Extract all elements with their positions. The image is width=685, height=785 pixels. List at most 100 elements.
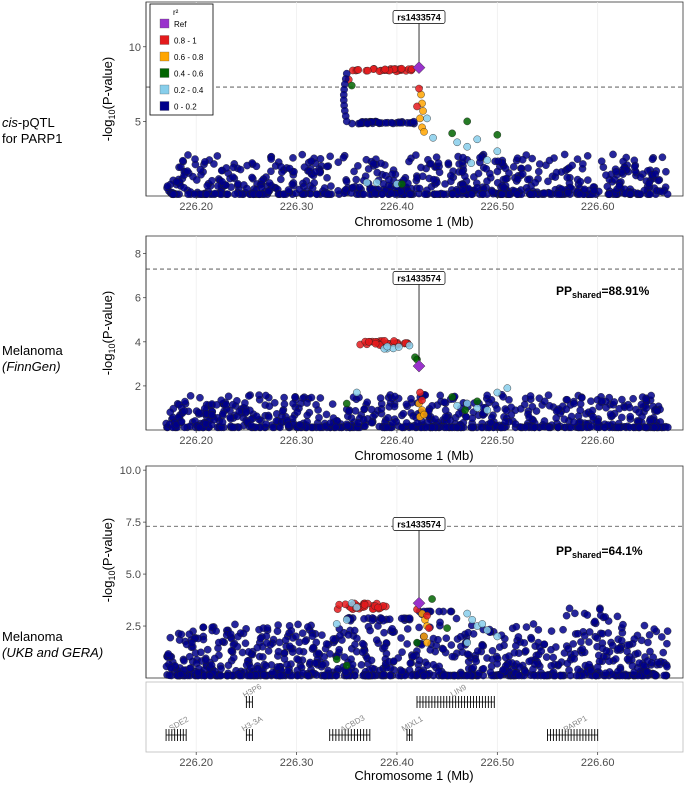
snp-point bbox=[590, 186, 598, 195]
snp-point bbox=[606, 410, 615, 419]
snp-point bbox=[222, 164, 231, 172]
snp-point bbox=[186, 664, 194, 673]
row-label-finngen-line2: (FinnGen) bbox=[2, 359, 61, 374]
snp-point bbox=[405, 157, 413, 166]
snp-point bbox=[326, 152, 334, 161]
snp-point bbox=[419, 107, 427, 115]
snp-point bbox=[540, 671, 548, 680]
snp-point bbox=[212, 627, 220, 635]
snp-point bbox=[429, 175, 438, 184]
snp-point bbox=[645, 179, 653, 188]
snp-point bbox=[323, 162, 331, 171]
snp-point bbox=[345, 407, 353, 416]
snp-point bbox=[650, 625, 659, 633]
snp-point bbox=[312, 401, 320, 409]
snp-point bbox=[416, 388, 424, 397]
snp-point bbox=[380, 643, 389, 652]
snp-point bbox=[434, 635, 442, 644]
snp-point bbox=[388, 624, 396, 633]
snp-point bbox=[493, 405, 501, 413]
snp-point bbox=[201, 158, 209, 166]
snp-point bbox=[415, 656, 424, 665]
legend-label: 0 - 0.2 bbox=[174, 103, 197, 112]
snp-point bbox=[348, 183, 357, 192]
snp-point bbox=[262, 391, 270, 400]
snp-point bbox=[593, 663, 602, 671]
snp-point bbox=[172, 177, 181, 186]
snp-point bbox=[526, 392, 535, 400]
snp-point bbox=[335, 600, 343, 609]
snp-point bbox=[441, 180, 449, 188]
snp-point bbox=[341, 668, 350, 676]
snp-point bbox=[311, 659, 320, 668]
snp-point bbox=[618, 395, 626, 404]
snp-point bbox=[211, 189, 219, 198]
snp-point bbox=[402, 419, 411, 427]
snp-point bbox=[486, 668, 495, 677]
snp-point bbox=[352, 175, 361, 184]
snp-point bbox=[316, 394, 325, 402]
snp-point bbox=[284, 186, 293, 194]
snp-point bbox=[181, 397, 189, 406]
snp-point bbox=[276, 423, 284, 432]
snp-point bbox=[530, 423, 539, 432]
snp-point bbox=[613, 612, 622, 621]
pp-shared-ukb: PPshared=64.1% bbox=[556, 544, 643, 560]
snp-point bbox=[651, 170, 660, 178]
snp-point bbox=[285, 164, 294, 173]
snp-point bbox=[664, 423, 672, 432]
snp-point bbox=[406, 190, 414, 199]
snp-point bbox=[399, 409, 408, 418]
finngen-points: rs1433574 bbox=[162, 271, 672, 432]
x-tick-label: 226.20 bbox=[179, 435, 213, 447]
snp-point bbox=[628, 662, 637, 670]
snp-point bbox=[201, 656, 210, 664]
snp-point bbox=[363, 66, 372, 75]
snp-point bbox=[479, 190, 487, 199]
snp-point bbox=[591, 617, 599, 626]
snp-point bbox=[186, 392, 195, 400]
snp-point bbox=[364, 165, 373, 173]
snp-point bbox=[473, 404, 482, 412]
snp-point bbox=[279, 190, 288, 199]
snp-point bbox=[311, 168, 320, 176]
snp-point bbox=[355, 183, 364, 192]
snp-point bbox=[482, 165, 491, 173]
snp-point bbox=[552, 414, 560, 422]
snp-point bbox=[418, 396, 426, 405]
x-tick-label: 226.30 bbox=[280, 757, 314, 769]
snp-point bbox=[342, 177, 351, 186]
y-axis-title: -log10(P-value) bbox=[100, 57, 117, 141]
snp-point bbox=[214, 638, 223, 647]
snp-point bbox=[332, 655, 341, 664]
snp-point bbox=[646, 647, 654, 656]
panel-pqtl: rs1433574 5 10 226.20 226.30 226.40 226.50 22… bbox=[2, 1, 684, 229]
snp-point bbox=[286, 642, 294, 651]
snp-point bbox=[564, 188, 572, 197]
snp-point bbox=[183, 167, 192, 175]
snp-point bbox=[601, 613, 609, 621]
snp-point bbox=[618, 413, 626, 422]
snp-point bbox=[208, 176, 216, 185]
snp-point bbox=[442, 634, 451, 643]
snp-point bbox=[462, 413, 470, 421]
snp-point bbox=[453, 401, 461, 410]
snp-point bbox=[403, 640, 411, 648]
snp-point bbox=[505, 396, 513, 404]
snp-point bbox=[455, 410, 463, 418]
snp-point bbox=[583, 611, 592, 619]
pp-shared-finngen: PPshared=88.91% bbox=[556, 284, 650, 300]
snp-point bbox=[366, 626, 374, 635]
snp-point bbox=[422, 423, 430, 432]
snp-point bbox=[429, 133, 437, 142]
snp-point bbox=[248, 173, 256, 182]
snp-point bbox=[389, 657, 398, 665]
snp-point bbox=[356, 119, 365, 128]
snp-point bbox=[448, 190, 457, 199]
snp-point bbox=[269, 423, 277, 432]
snp-point bbox=[354, 66, 363, 74]
snp-point bbox=[203, 645, 212, 654]
snp-point bbox=[397, 634, 405, 642]
snp-point bbox=[444, 159, 453, 167]
snp-point bbox=[427, 159, 435, 168]
